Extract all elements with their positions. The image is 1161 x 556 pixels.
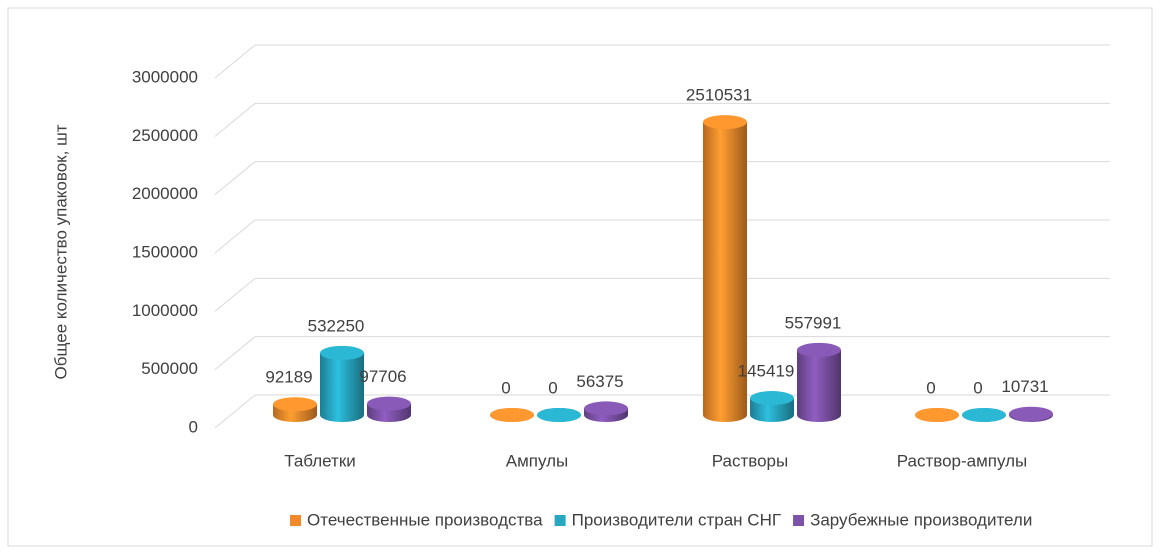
legend-label: Зарубежные производители [810,510,1032,529]
cylinder-base [320,408,364,422]
cylinder-base [273,408,317,422]
data-label: 145419 [738,362,795,381]
y-tick-label: 1500000 [132,242,198,261]
y-tick-label: 0 [189,417,198,436]
data-label: 0 [926,378,935,397]
cylinder [1009,406,1053,422]
cylinder-body [797,349,841,415]
grid-line [214,161,1110,196]
y-tick-label: 2000000 [132,184,198,203]
cylinder [367,396,411,422]
legend-swatch [793,515,805,526]
cylinder [584,401,628,422]
grid-line [214,277,1110,312]
data-label: 2510531 [686,86,752,105]
cylinder-top [273,397,317,412]
x-tick-label: Таблетки [284,451,356,470]
cylinder-top [367,396,411,411]
data-label: 0 [501,378,510,397]
cylinder-top [750,391,794,406]
cylinder-top [1009,406,1053,421]
x-tick-label: Раствор-ампулы [897,451,1028,470]
cylinder [703,115,747,422]
cylinder-body [320,352,364,415]
grid-line [214,336,1110,371]
x-tick-label: Ампулы [506,451,569,470]
cylinder-top [320,345,364,360]
y-axis-label: Общее количество упаковок, шт [51,124,70,379]
legend-label: Производители стран СНГ [572,510,781,529]
cylinder-top [915,408,959,422]
cylinder-top [797,342,841,357]
cylinder-top [584,401,628,416]
cylinder [750,391,794,422]
y-tick-label: 1000000 [132,301,198,320]
cylinder [797,342,841,422]
legend-label: Отечественные производства [307,510,543,529]
grid-line [214,102,1110,137]
grid-line [214,44,1110,79]
data-label: 10731 [1001,377,1048,396]
cylinder [962,408,1006,422]
cylinder-base [367,408,411,422]
x-tick-label: Растворы [712,451,788,470]
y-tick-label: 2500000 [132,126,198,145]
data-label: 532250 [308,316,365,335]
data-label: 97706 [359,367,406,386]
cylinder-base [750,408,794,422]
cylinder-base [797,408,841,422]
cylinder [320,345,364,422]
cylinder-top [537,408,581,422]
y-tick-label: 500000 [141,359,198,378]
y-tick-label: 3000000 [132,67,198,86]
cylinder-base [703,408,747,422]
data-label: 0 [548,378,557,397]
data-label: 92189 [265,368,312,387]
data-label: 0 [973,378,982,397]
cylinder-body [703,122,747,416]
legend-swatch [290,515,301,526]
cylinder-top [703,115,747,130]
cylinder [273,397,317,422]
grid-line [214,219,1110,254]
cylinder [537,408,581,422]
chart-frame [7,7,1153,547]
cylinder-top [490,408,534,422]
data-label: 557991 [785,313,842,332]
legend-swatch [554,515,566,526]
cylinder-top [962,408,1006,422]
cylinder [490,408,534,422]
data-label: 56375 [576,372,623,391]
cylinder [915,408,959,422]
